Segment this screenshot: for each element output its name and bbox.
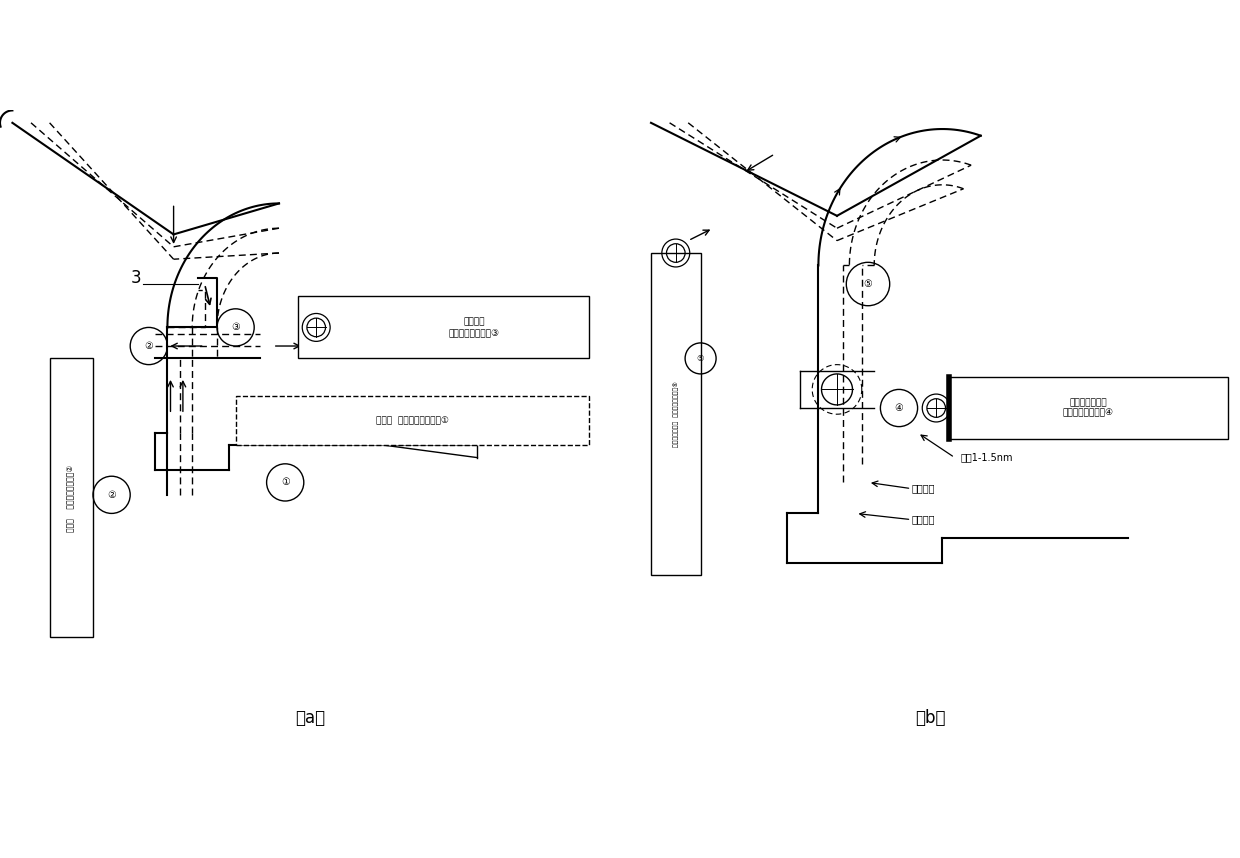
Bar bbox=[50, 359, 93, 637]
Text: （a）: （a） bbox=[295, 709, 325, 727]
Bar bbox=[949, 377, 1228, 439]
Text: ①: ① bbox=[280, 477, 290, 487]
Text: 左偏刀    用于车削路径顺序②: 左偏刀 用于车削路径顺序② bbox=[67, 464, 76, 532]
Text: 直球头刀
用于车削路径顺序③: 直球头刀 用于车削路径顺序③ bbox=[449, 317, 500, 337]
Bar bbox=[651, 253, 701, 576]
Text: ④: ④ bbox=[894, 403, 904, 413]
Text: ②: ② bbox=[144, 341, 154, 351]
Bar bbox=[236, 396, 589, 445]
Text: 粗车型面: 粗车型面 bbox=[911, 515, 935, 524]
Text: ②: ② bbox=[107, 490, 117, 500]
Text: ⑤: ⑤ bbox=[863, 279, 873, 289]
Text: 车右型面球头刀
用于车削路径顺序④: 车右型面球头刀 用于车削路径顺序④ bbox=[1063, 398, 1114, 418]
Text: （b）: （b） bbox=[915, 709, 945, 727]
Text: ③: ③ bbox=[231, 323, 241, 332]
Text: 车左型面球头刀  用于车削路径顺序⑤: 车左型面球头刀 用于车削路径顺序⑤ bbox=[673, 381, 678, 447]
Text: 右偏刀  用于车削路径顺序①: 右偏刀 用于车削路径顺序① bbox=[376, 416, 449, 425]
Text: ⑤: ⑤ bbox=[697, 353, 704, 363]
Bar bbox=[298, 296, 589, 359]
Text: 3: 3 bbox=[131, 269, 141, 287]
Polygon shape bbox=[291, 420, 477, 457]
Text: 最终型面: 最终型面 bbox=[911, 484, 935, 493]
Text: 余量1-1.5nm: 余量1-1.5nm bbox=[961, 453, 1013, 462]
